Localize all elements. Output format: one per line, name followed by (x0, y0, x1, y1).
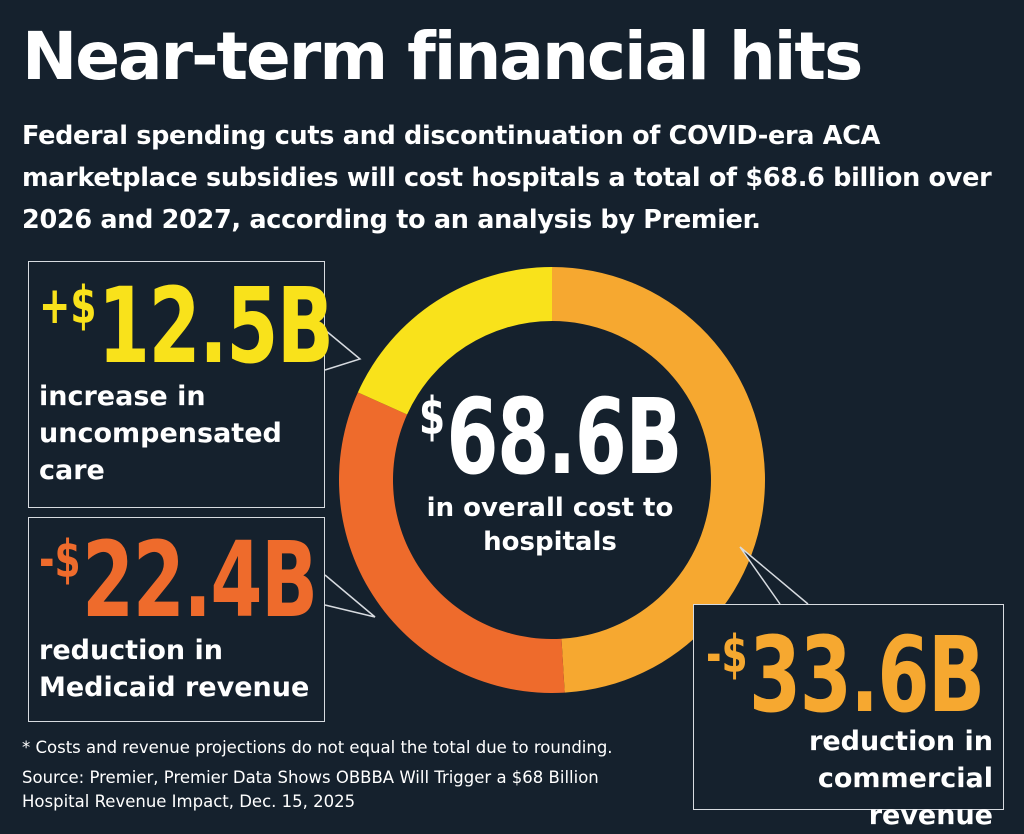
total-amount: 68.6B (446, 376, 682, 498)
slice-uncompensated-care (357, 267, 552, 415)
leader-medicaid (324, 574, 376, 618)
callout-commercial: - $ 33.6B reduction in commercial revenu… (693, 604, 1004, 831)
callout-medicaid: - $ 22.4B reduction in Medicaid revenue (28, 517, 325, 722)
callout-currency: $ (54, 530, 81, 590)
total-currency: $ (418, 387, 445, 447)
callout-amount: 33.6B (749, 614, 985, 736)
total-cost-center: $ 68.6B in overall cost to hospitals (400, 385, 700, 559)
subtitle: Federal spending cuts and discontinuatio… (22, 121, 992, 235)
callout-uncompensated-care: + $ 12.5B increase in uncompensated care (28, 261, 334, 508)
total-cost-value: $ 68.6B (419, 385, 683, 489)
slice-medicaid (339, 392, 565, 693)
source-note: Source: Premier, Premier Data Shows OBBB… (22, 768, 599, 811)
leader-uncompensated-care-fill (325, 330, 360, 370)
callout-value: + $ 12.5B (39, 274, 334, 378)
callout-sign: + (39, 276, 71, 336)
callout-currency: $ (721, 625, 748, 685)
callout-value: - $ 33.6B (706, 623, 985, 727)
total-cost-label: in overall cost to hospitals (426, 493, 674, 557)
callout-sign: - (706, 625, 722, 685)
callout-amount: 22.4B (82, 519, 318, 641)
callout-value: - $ 22.4B (39, 528, 318, 632)
callout-currency: $ (70, 276, 97, 336)
callout-description: reduction in commercial revenue (809, 726, 993, 831)
page-title: Near-term financial hits (22, 18, 863, 95)
callout-description: increase in uncompensated care (39, 381, 282, 486)
callout-amount: 12.5B (97, 265, 334, 387)
leader-uncompensated-care (324, 329, 362, 371)
leader-commercial (739, 546, 809, 605)
callout-sign: - (39, 530, 55, 590)
slice-commercial (552, 267, 765, 693)
callout-description: reduction in Medicaid revenue (39, 635, 310, 703)
footnote: * Costs and revenue projections do not e… (22, 738, 613, 757)
